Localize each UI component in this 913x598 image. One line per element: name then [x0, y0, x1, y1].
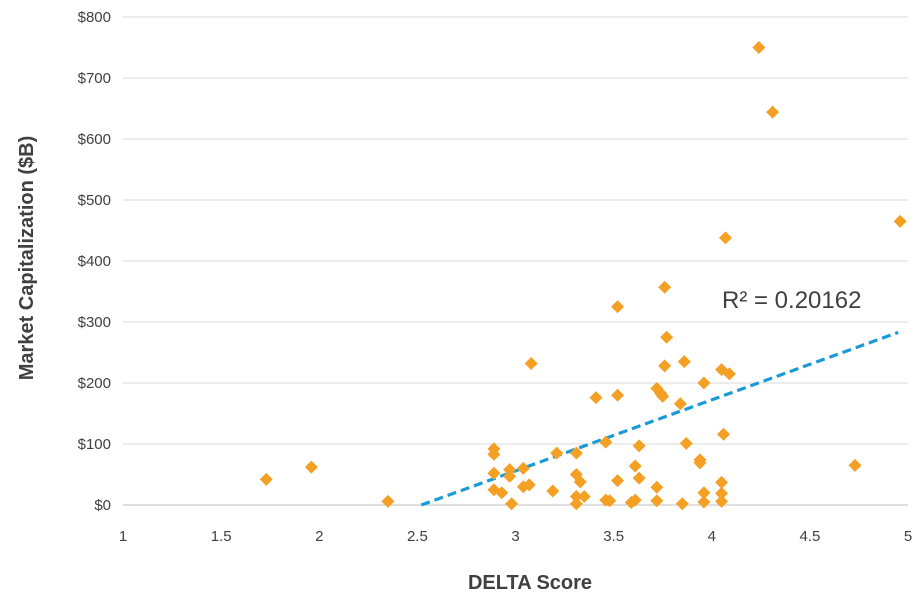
data-point	[650, 480, 664, 494]
data-point	[677, 355, 691, 369]
data-point	[717, 427, 731, 441]
data-point	[628, 459, 642, 473]
data-point	[577, 489, 591, 503]
data-point	[611, 300, 625, 314]
y-tick-label: $800	[78, 9, 111, 26]
trendline	[420, 330, 899, 507]
data-point	[550, 446, 564, 460]
data-point	[656, 389, 670, 403]
data-point	[487, 466, 501, 480]
data-point	[697, 376, 711, 390]
data-point	[569, 446, 583, 460]
x-tick-label: 2.5	[407, 528, 428, 545]
x-tick-label: 1.5	[211, 528, 232, 545]
r-squared-label: R² = 0.20162	[722, 287, 861, 314]
data-point	[628, 493, 642, 507]
y-tick-label: $0	[94, 497, 111, 514]
data-point	[697, 495, 711, 509]
data-point	[658, 359, 672, 373]
data-point	[658, 280, 672, 294]
data-point	[524, 356, 538, 370]
y-tick-label: $400	[78, 253, 111, 270]
data-point	[848, 458, 862, 472]
x-tick-label: 4	[708, 528, 716, 545]
data-point	[679, 436, 693, 450]
data-point	[766, 105, 780, 119]
data-point	[589, 391, 603, 405]
data-point	[693, 456, 707, 470]
data-point	[611, 474, 625, 488]
data-point	[569, 497, 583, 511]
data-point	[893, 214, 907, 228]
y-tick-label: $100	[78, 436, 111, 453]
x-tick-label: 1	[119, 528, 127, 545]
data-point	[569, 489, 583, 503]
data-point	[611, 388, 625, 402]
data-point	[715, 494, 729, 508]
data-point	[573, 475, 587, 489]
data-point	[546, 484, 560, 498]
data-point	[752, 41, 766, 54]
x-tick-label: 5	[904, 528, 912, 545]
x-tick-label: 3	[511, 528, 519, 545]
y-tick-label: $200	[78, 375, 111, 392]
data-point	[650, 494, 664, 508]
data-point	[675, 497, 689, 511]
data-point	[603, 494, 617, 508]
data-point	[259, 472, 273, 486]
y-axis-title: Market Capitalization ($B)	[16, 136, 38, 380]
x-tick-labels: 1 1.5 2 2.5 3 3.5 4 4.5 5	[119, 528, 912, 545]
data-point	[632, 471, 646, 485]
data-point	[599, 435, 613, 449]
x-tick-label: 3.5	[603, 528, 624, 545]
x-tick-label: 4.5	[799, 528, 820, 545]
y-tick-label: $700	[78, 70, 111, 87]
y-tick-labels: $0 $100 $200 $300 $400 $500 $600 $700 $800	[78, 9, 111, 514]
data-point	[505, 497, 519, 511]
data-points	[259, 41, 907, 511]
data-point	[722, 367, 736, 381]
data-point	[632, 439, 646, 453]
data-point	[503, 463, 517, 477]
data-point	[381, 494, 395, 508]
trendline-group	[420, 330, 899, 507]
data-point	[715, 475, 729, 489]
data-point	[503, 469, 517, 483]
y-tick-label: $300	[78, 314, 111, 331]
data-point	[697, 486, 711, 500]
data-point	[516, 461, 530, 475]
data-point	[522, 478, 536, 492]
data-point	[715, 486, 729, 500]
x-tick-label: 2	[315, 528, 323, 545]
data-point	[304, 460, 318, 474]
data-point	[718, 231, 732, 245]
data-point	[487, 447, 501, 461]
y-tick-label: $500	[78, 192, 111, 209]
data-point	[495, 486, 509, 500]
gridlines	[123, 16, 908, 506]
x-axis-title: DELTA Score	[468, 572, 592, 594]
y-tick-label: $600	[78, 131, 111, 148]
data-point	[673, 397, 687, 411]
data-point	[660, 330, 674, 344]
